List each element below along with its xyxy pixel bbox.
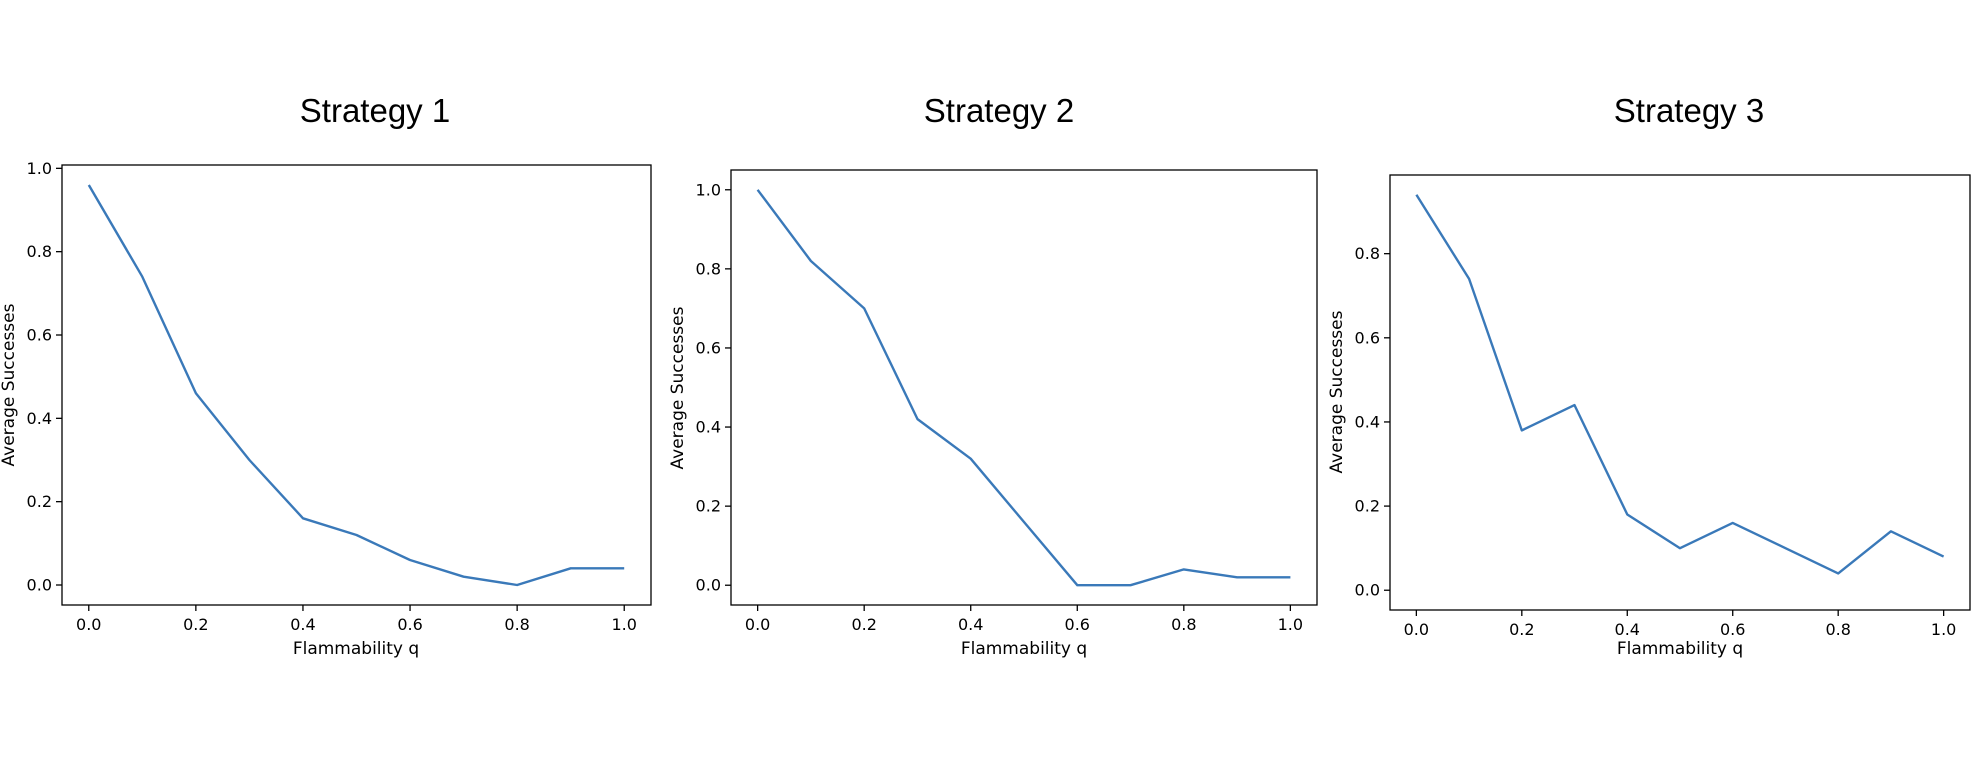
y-tick-label: 0.4: [27, 409, 52, 428]
series-line: [1415, 194, 1945, 575]
x-axis-label: Flammability q: [1617, 639, 1743, 659]
plot-area: [87, 184, 625, 587]
y-axis: 0.0 0.2 0.4 0.6 0.8 1.0: [27, 159, 62, 595]
chart-panel-1: Strategy 1 0.0 0.2 0.4 0.6 0.8 1.0 0.00.20.40…: [0, 92, 652, 659]
chart-title: Strategy 1: [300, 92, 450, 129]
x-tick-label: 0.4: [958, 615, 983, 634]
x-axis: 0.0 0.2 0.4 0.6 0.8 1.0: [76, 605, 637, 634]
x-tick-label: 0.2: [1509, 620, 1534, 639]
series-line: [756, 189, 1291, 587]
plot-frame: [1389, 174, 1971, 611]
x-tick-label: 0.4: [1615, 620, 1640, 639]
x-tick-label: 0.6: [1720, 620, 1745, 639]
x-axis: 0.0 0.2 0.4 0.6 0.8 1.0: [1404, 610, 1956, 639]
y-tick-label: 0.0: [696, 576, 721, 595]
y-tick-label: 0.2: [1355, 497, 1380, 516]
x-tick-label: 0.0: [745, 615, 770, 634]
chart-panel-3: Strategy 3 0.0 0.2 0.4 0.6 0.8 1.0 0.00.20.40…: [1327, 92, 1971, 659]
plot-frame: [61, 164, 652, 606]
y-tick-label: 0.4: [1355, 412, 1380, 431]
x-tick-label: 0.0: [76, 615, 101, 634]
chart-panel-2: Strategy 2 0.0 0.2 0.4 0.6 0.8 1.0 0.00.20.40…: [668, 92, 1318, 659]
y-tick-label: 0.8: [27, 242, 52, 261]
y-axis: 0.0 0.2 0.4 0.6 0.8 1.0: [696, 180, 731, 595]
chart-title: Strategy 3: [1614, 92, 1764, 129]
x-tick-label: 0.8: [1171, 615, 1196, 634]
x-tick-label: 1.0: [612, 615, 637, 634]
x-tick-label: 0.6: [1065, 615, 1090, 634]
y-axis-label: Average Successes: [668, 306, 688, 469]
chart-title: Strategy 2: [924, 92, 1074, 129]
plot-frame: [730, 169, 1318, 606]
x-tick-label: 0.2: [183, 615, 208, 634]
y-tick-label: 0.8: [1355, 244, 1380, 263]
y-axis-label: Average Successes: [0, 303, 19, 466]
y-tick-label: 1.0: [27, 159, 52, 178]
y-tick-label: 0.6: [27, 326, 52, 345]
x-tick-label: 0.0: [1404, 620, 1429, 639]
plot-area: [756, 189, 1291, 587]
series-line: [87, 184, 625, 587]
x-tick-label: 0.8: [504, 615, 529, 634]
y-tick-label: 0.0: [1355, 581, 1380, 600]
y-axis-label: Average Successes: [1327, 310, 1347, 473]
y-tick-label: 1.0: [696, 180, 721, 199]
y-tick-label: 0.2: [696, 497, 721, 516]
x-tick-label: 0.8: [1825, 620, 1850, 639]
x-axis-label: Flammability q: [293, 639, 419, 659]
x-tick-label: 0.4: [290, 615, 315, 634]
x-tick-label: 0.6: [397, 615, 422, 634]
x-tick-label: 1.0: [1278, 615, 1303, 634]
y-tick-label: 0.8: [696, 259, 721, 278]
x-tick-label: 1.0: [1931, 620, 1956, 639]
plot-area: [1415, 194, 1945, 575]
x-tick-label: 0.2: [851, 615, 876, 634]
y-tick-label: 0.0: [27, 576, 52, 595]
y-tick-label: 0.6: [696, 338, 721, 357]
y-tick-label: 0.4: [696, 418, 721, 437]
y-axis: 0.0 0.2 0.4 0.6 0.8: [1355, 244, 1390, 600]
x-axis-label: Flammability q: [961, 639, 1087, 659]
x-axis: 0.0 0.2 0.4 0.6 0.8 1.0: [745, 605, 1303, 634]
y-tick-label: 0.2: [27, 492, 52, 511]
y-tick-label: 0.6: [1355, 328, 1380, 347]
